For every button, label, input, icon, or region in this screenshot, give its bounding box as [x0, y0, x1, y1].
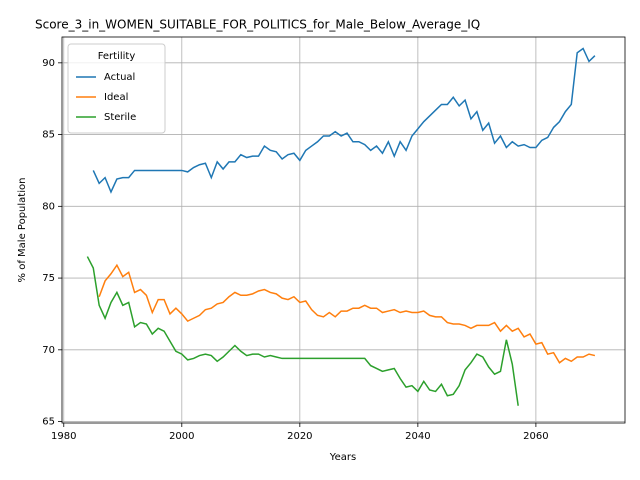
x-tick-label: 2020 — [287, 431, 312, 442]
x-axis-label: Years — [329, 452, 356, 463]
y-tick-label: 85 — [42, 130, 55, 141]
x-tick-label: 2000 — [169, 431, 194, 442]
y-tick-label: 70 — [42, 345, 55, 356]
y-tick-label: 80 — [42, 201, 55, 212]
data-line — [98, 263, 596, 364]
y-tick-label: 90 — [42, 58, 55, 69]
legend-label: Sterile — [104, 112, 136, 123]
legend: Fertility Actual Ideal Sterile — [67, 43, 166, 134]
data-line — [86, 256, 519, 406]
plot-frame — [61, 36, 626, 424]
x-tick-label: 2040 — [405, 431, 430, 442]
data-line — [92, 47, 596, 194]
legend-title: Fertility — [98, 51, 136, 62]
legend-label: Actual — [104, 72, 135, 83]
x-tick-label: 2060 — [523, 431, 548, 442]
chart-title: Score_3_in_WOMEN_SUITABLE_FOR_POLITICS_f… — [35, 18, 480, 32]
y-tick-label: 65 — [42, 417, 55, 428]
y-tick-label: 75 — [42, 273, 55, 284]
y-axis-label: % of Male Population — [17, 178, 28, 283]
legend-box — [67, 43, 166, 134]
x-tick-label: 1980 — [51, 431, 76, 442]
legend-label: Ideal — [104, 92, 128, 103]
